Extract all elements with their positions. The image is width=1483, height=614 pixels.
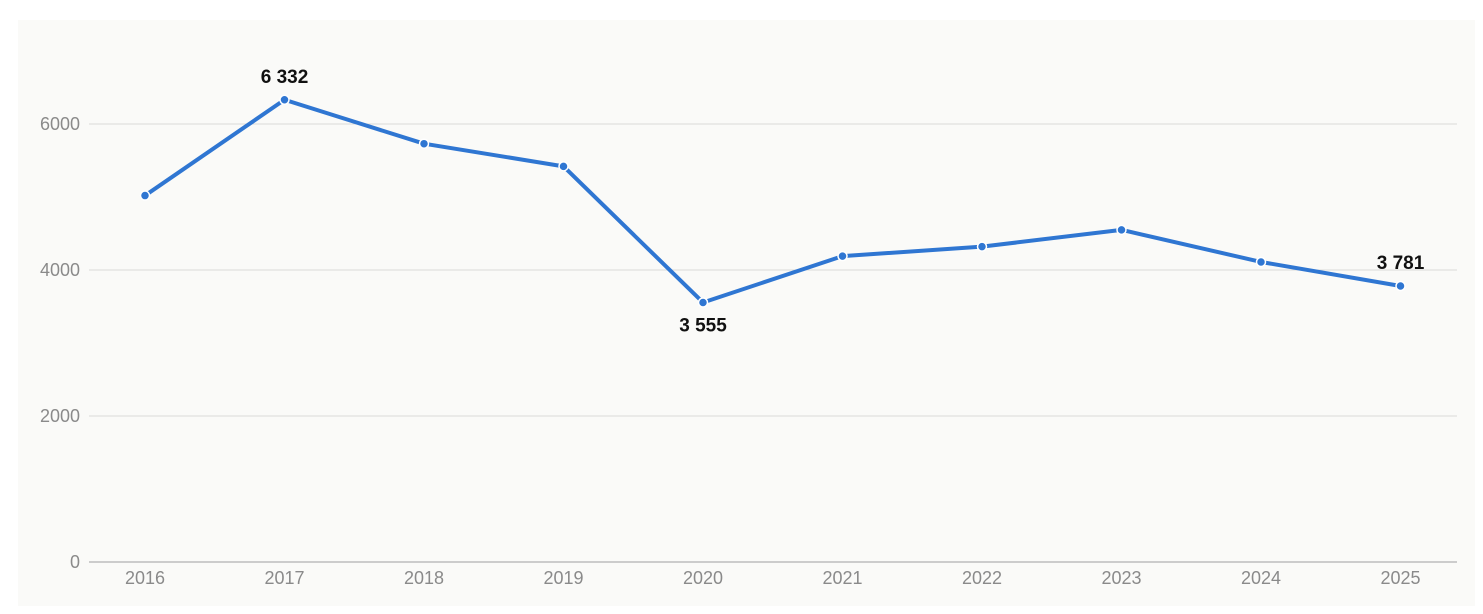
x-tick-label: 2016 bbox=[125, 568, 165, 588]
series-line bbox=[143, 97, 1403, 305]
data-point[interactable] bbox=[1395, 280, 1406, 292]
grid-lines bbox=[89, 123, 1457, 417]
data-points bbox=[139, 94, 1406, 308]
data-point[interactable] bbox=[837, 250, 848, 262]
y-axis-ticks: 0 2000 4000 6000 bbox=[40, 114, 80, 572]
data-label: 3 781 bbox=[1377, 253, 1425, 274]
y-tick-label: 2000 bbox=[40, 406, 80, 426]
x-tick-label: 2023 bbox=[1101, 568, 1141, 588]
data-point[interactable] bbox=[279, 94, 290, 106]
data-label: 6 332 bbox=[261, 67, 309, 88]
data-point[interactable] bbox=[139, 190, 151, 201]
y-tick-label: 0 bbox=[70, 552, 80, 572]
data-labels: 6 332 3 555 3 781 bbox=[261, 67, 1425, 337]
x-tick-label: 2022 bbox=[962, 568, 1002, 588]
series-layer bbox=[143, 97, 1403, 305]
y-tick-label: 4000 bbox=[40, 260, 80, 280]
x-tick-label: 2019 bbox=[543, 568, 583, 588]
data-point[interactable] bbox=[697, 297, 709, 308]
data-point[interactable] bbox=[1116, 224, 1127, 236]
data-point[interactable] bbox=[1255, 256, 1267, 268]
x-tick-label: 2020 bbox=[683, 568, 723, 588]
x-axis-ticks: 2016 2017 2018 2019 2020 2021 2022 2023 2024 2025 bbox=[125, 568, 1421, 588]
data-point[interactable] bbox=[418, 138, 430, 149]
x-tick-label: 2024 bbox=[1241, 568, 1281, 588]
x-tick-label: 2018 bbox=[404, 568, 444, 588]
data-label: 3 555 bbox=[679, 315, 727, 336]
y-tick-label: 6000 bbox=[40, 114, 80, 134]
x-tick-label: 2017 bbox=[264, 568, 304, 588]
data-point[interactable] bbox=[976, 241, 988, 252]
x-tick-label: 2021 bbox=[822, 568, 862, 588]
x-tick-label: 2025 bbox=[1380, 568, 1420, 588]
data-point[interactable] bbox=[558, 161, 569, 172]
